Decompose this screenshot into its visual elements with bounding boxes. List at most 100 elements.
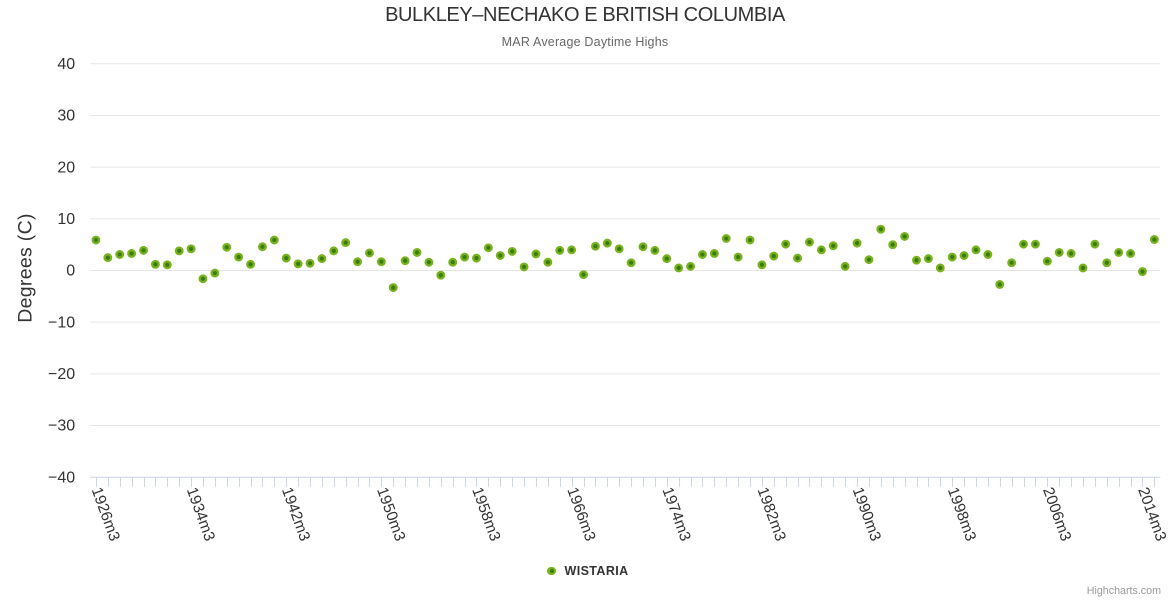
data-point-2000m3[interactable]: [971, 245, 981, 255]
data-point-1952m3[interactable]: [400, 256, 410, 266]
data-point-2007m3[interactable]: [1054, 247, 1064, 257]
data-point-2001m3[interactable]: [983, 250, 993, 259]
legend-item-wistaria[interactable]: WISTARIA: [3, 564, 1170, 578]
data-point-1999m3[interactable]: [959, 251, 969, 260]
data-point-1941m3[interactable]: [269, 235, 279, 245]
data-point-1936m3[interactable]: [210, 268, 220, 278]
data-point-1989m3[interactable]: [840, 261, 850, 271]
data-point-1951m3[interactable]: [388, 283, 398, 293]
data-point-1986m3[interactable]: [805, 237, 814, 247]
data-point-1949m3[interactable]: [365, 248, 374, 258]
data-point-1973m3[interactable]: [650, 245, 660, 255]
data-point-1971m3[interactable]: [626, 258, 636, 268]
data-point-1945m3[interactable]: [317, 254, 327, 264]
data-point-1960m3[interactable]: [495, 251, 505, 260]
data-point-1979m3[interactable]: [721, 234, 731, 243]
data-point-1976m3[interactable]: [686, 261, 696, 271]
data-point-1962m3[interactable]: [519, 262, 529, 272]
data-point-1940m3[interactable]: [257, 242, 267, 252]
data-point-1968m3[interactable]: [590, 241, 600, 251]
data-point-1978m3[interactable]: [709, 249, 719, 258]
data-point-1981m3[interactable]: [745, 235, 755, 245]
data-point-1934m3[interactable]: [186, 244, 196, 254]
data-point-2004m3[interactable]: [1019, 239, 1028, 249]
data-point-1990m3[interactable]: [852, 238, 862, 248]
data-point-1943m3[interactable]: [293, 259, 303, 269]
data-point-1930m3[interactable]: [139, 245, 148, 255]
x-tick-label: 1974m3: [659, 485, 694, 543]
data-point-1997m3[interactable]: [935, 263, 945, 273]
data-point-1994m3[interactable]: [900, 231, 910, 241]
data-point-1987m3[interactable]: [816, 245, 826, 255]
data-point-1929m3[interactable]: [127, 249, 137, 258]
data-point-1984m3[interactable]: [781, 239, 791, 249]
data-point-1947m3[interactable]: [341, 238, 351, 248]
data-point-1956m3[interactable]: [448, 257, 458, 267]
data-point-2005m3[interactable]: [1030, 239, 1040, 249]
data-point-1948m3[interactable]: [353, 257, 363, 267]
data-point-1955m3[interactable]: [436, 270, 446, 280]
data-point-2009m3[interactable]: [1078, 263, 1088, 273]
data-point-1944m3[interactable]: [305, 258, 315, 268]
data-point-2008m3[interactable]: [1066, 249, 1076, 258]
data-point-2002m3[interactable]: [995, 280, 1005, 289]
data-point-1959m3[interactable]: [483, 243, 493, 253]
x-tick-label: 1942m3: [278, 485, 313, 543]
y-axis-title-text: Degrees (C): [14, 213, 37, 323]
data-point-1983m3[interactable]: [769, 251, 779, 261]
data-point-2011m3[interactable]: [1102, 258, 1112, 268]
data-point-1939m3[interactable]: [246, 259, 255, 269]
data-point-1938m3[interactable]: [234, 252, 244, 262]
data-point-1982m3[interactable]: [757, 260, 767, 270]
data-point-1992m3[interactable]: [876, 224, 886, 234]
data-point-1991m3[interactable]: [864, 255, 874, 265]
data-point-1980m3[interactable]: [733, 252, 743, 262]
data-point-1946m3[interactable]: [329, 246, 339, 256]
data-point-1961m3[interactable]: [507, 246, 517, 256]
data-point-1928m3[interactable]: [115, 250, 125, 259]
data-point-1950m3[interactable]: [376, 257, 386, 267]
data-point-1995m3[interactable]: [912, 255, 921, 265]
data-point-1974m3[interactable]: [662, 254, 672, 264]
data-point-1967m3[interactable]: [579, 270, 588, 280]
x-tick-label: 1966m3: [563, 485, 598, 543]
data-point-1937m3[interactable]: [222, 242, 232, 252]
data-point-2006m3[interactable]: [1042, 256, 1052, 266]
data-point-2015m3[interactable]: [1149, 235, 1159, 244]
data-point-1964m3[interactable]: [543, 257, 553, 267]
data-point-1926m3[interactable]: [91, 235, 101, 245]
data-point-1998m3[interactable]: [947, 252, 957, 262]
data-point-1969m3[interactable]: [602, 238, 612, 248]
data-point-1953m3[interactable]: [412, 247, 422, 257]
data-point-1993m3[interactable]: [888, 240, 898, 250]
data-point-1996m3[interactable]: [923, 254, 933, 264]
data-point-1963m3[interactable]: [531, 249, 541, 259]
data-point-1932m3[interactable]: [162, 260, 172, 270]
data-point-1970m3[interactable]: [614, 244, 624, 254]
data-point-1965m3[interactable]: [555, 245, 565, 255]
data-point-1958m3[interactable]: [472, 253, 481, 263]
data-point-1933m3[interactable]: [174, 246, 184, 256]
y-tick-label: −20: [48, 366, 75, 383]
data-point-2014m3[interactable]: [1138, 267, 1147, 277]
data-point-1935m3[interactable]: [198, 274, 208, 284]
data-point-2003m3[interactable]: [1007, 258, 1017, 268]
data-point-1957m3[interactable]: [460, 252, 470, 262]
data-point-1942m3[interactable]: [281, 253, 291, 263]
data-point-1966m3[interactable]: [567, 245, 577, 255]
data-point-1954m3[interactable]: [424, 257, 434, 267]
data-point-1985m3[interactable]: [793, 253, 803, 263]
data-point-1977m3[interactable]: [697, 250, 707, 259]
data-point-1931m3[interactable]: [150, 259, 160, 269]
data-point-2012m3[interactable]: [1114, 247, 1124, 257]
data-point-1988m3[interactable]: [828, 241, 838, 251]
y-tick-label: 40: [57, 56, 75, 73]
credits-link[interactable]: Highcharts.com: [1086, 585, 1161, 597]
data-point-2010m3[interactable]: [1090, 239, 1100, 249]
data-point-1972m3[interactable]: [638, 242, 648, 252]
data-point-2013m3[interactable]: [1126, 249, 1136, 258]
chart-subtitle: MAR Average Daytime Highs: [501, 35, 669, 49]
data-point-1927m3[interactable]: [103, 253, 113, 263]
data-point-1975m3[interactable]: [674, 263, 684, 273]
